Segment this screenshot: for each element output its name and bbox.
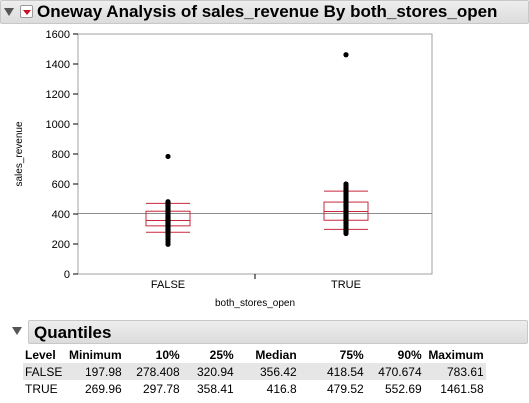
quantile-cell: 1461.58 <box>440 381 484 396</box>
quantiles-table: Level Minimum 10% 25% Median 75% 90% Maximum FA… <box>23 346 486 397</box>
x-tick-label: FALSE <box>151 279 185 291</box>
disclosure-triangle-icon[interactable] <box>4 8 14 16</box>
quantiles-title: Quantiles <box>34 323 112 342</box>
y-tick-label: 200 <box>52 239 70 251</box>
quantile-cell: 197.98 <box>67 363 124 380</box>
quantiles-column-header: 90% <box>397 347 422 362</box>
quantile-cell: 356.42 <box>235 363 299 380</box>
quantile-cell: 418.54 <box>298 363 366 380</box>
oneway-plot: 0 200 400 600 800 1000 1200 1400 1600 FALSE TRUE bo… <box>14 29 433 309</box>
level-cell: TRUE <box>25 381 58 396</box>
y-tick-label: 600 <box>52 179 70 191</box>
plot-frame <box>77 33 433 275</box>
quantile-cell: 297.78 <box>142 381 180 396</box>
x-tick-label: TRUE <box>331 279 361 291</box>
quantiles-column-header: Minimum <box>69 347 122 362</box>
data-point <box>165 153 171 160</box>
y-tick-label: 1000 <box>46 119 70 131</box>
data-point <box>165 199 171 205</box>
x-axis-title: both_stores_open <box>215 298 295 309</box>
table-row: FALSE 197.98 278.408 320.94 356.42 418.54 470.… <box>23 363 486 380</box>
y-tick-label: 1400 <box>46 59 70 71</box>
y-tick-label: 0 <box>64 269 70 281</box>
y-tick-label: 400 <box>52 209 70 221</box>
quantile-cell: 358.41 <box>196 381 234 396</box>
table-row: TRUE 269.96 297.78 358.41 416.8 479.52 552.69 1… <box>23 380 486 397</box>
quantiles-column-header: Median <box>255 347 297 362</box>
quantile-cell: 470.674 <box>365 363 424 380</box>
quantile-cell: 269.96 <box>84 381 122 396</box>
quantiles-column-header: Maximum <box>428 347 484 362</box>
quantiles-column-header: Level <box>25 347 56 362</box>
level-cell: FALSE <box>23 363 67 380</box>
data-point <box>343 181 349 187</box>
y-tick-label: 1200 <box>46 89 70 101</box>
quantiles-header-row: Level Minimum 10% 25% Median 75% 90% Maximum <box>23 346 486 363</box>
quantile-cell: 278.408 <box>123 363 182 380</box>
y-tick-label: 1600 <box>46 29 70 41</box>
quantile-cell: 320.94 <box>181 363 236 380</box>
data-point <box>343 52 349 58</box>
quantile-cell: 552.69 <box>384 381 422 396</box>
y-axis-title: sales_revenue <box>14 121 25 186</box>
oneway-outline-header[interactable] <box>0 0 529 24</box>
quantile-cell: 783.61 <box>423 363 486 380</box>
y-tick-label: 800 <box>52 149 70 161</box>
quantiles-outline-header[interactable]: Quantiles <box>28 320 528 344</box>
quantile-cell: 479.52 <box>326 381 364 396</box>
red-triangle-menu-icon[interactable] <box>20 5 33 18</box>
quantiles-column-header: 75% <box>339 347 364 362</box>
quantiles-column-header: 10% <box>155 347 180 362</box>
quantile-cell: 416.8 <box>266 381 297 396</box>
report-title: Oneway Analysis of sales_revenue By both… <box>37 2 498 21</box>
quantiles-column-header: 25% <box>209 347 234 362</box>
quantiles-disclosure-icon[interactable] <box>12 327 22 335</box>
